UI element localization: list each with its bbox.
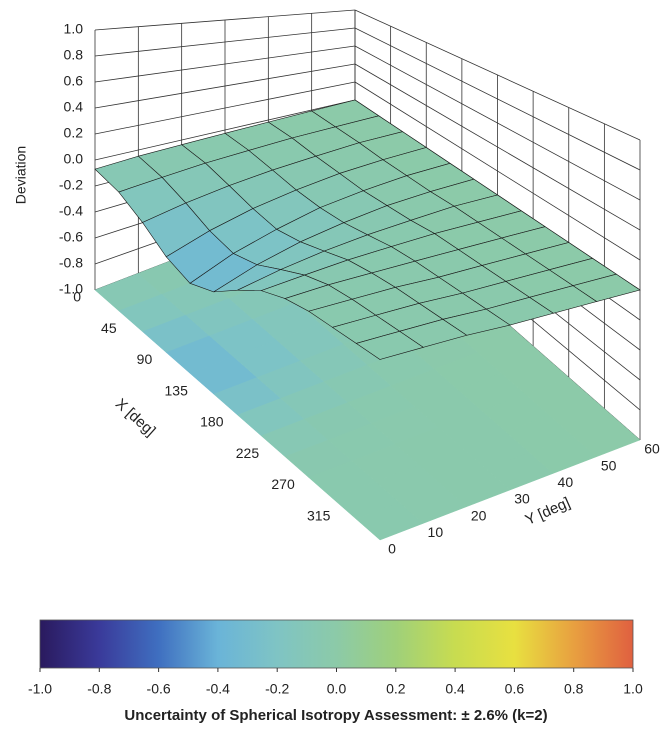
z-tick-label: 1.0 [64, 21, 84, 37]
z-tick-label: -0.2 [59, 177, 83, 193]
colorbar-tick-label: -0.2 [265, 681, 289, 697]
z-tick-label: 0.6 [64, 73, 84, 89]
x-tick-label: 270 [271, 476, 295, 492]
x-tick-label: 315 [307, 507, 331, 523]
colorbar-tick-label: 0.0 [327, 681, 347, 697]
z-tick-label: -0.6 [59, 229, 83, 245]
z-tick-label: 0.2 [64, 125, 84, 141]
colorbar-tick-label: -0.8 [87, 681, 111, 697]
x-tick-label: 180 [200, 414, 224, 430]
colorbar-tick-label: -1.0 [28, 681, 52, 697]
z-tick-label: -0.8 [59, 255, 83, 271]
colorbar [39, 619, 634, 669]
z-tick-label: 0.8 [64, 47, 84, 63]
y-tick-label: 0 [388, 541, 396, 557]
y-tick-label: 30 [514, 491, 530, 507]
z-tick-label: 0.0 [64, 151, 84, 167]
colorbar-tick-label: 0.4 [445, 681, 465, 697]
y-tick-label: 20 [471, 507, 487, 523]
colorbar-tick-label: 1.0 [623, 681, 643, 697]
surface-cell [355, 330, 425, 360]
y-axis-label: Y [deg] [523, 494, 573, 529]
y-tick-label: 50 [601, 457, 617, 473]
x-tick-label: 135 [165, 382, 189, 398]
colorbar-tick-label: 0.6 [505, 681, 525, 697]
x-axis-label: X [deg] [112, 395, 159, 439]
x-tick-label: 225 [236, 445, 260, 461]
colorbar-tick-label: 0.8 [564, 681, 584, 697]
x-tick-label: 0 [73, 289, 81, 305]
x-tick-label: 45 [101, 320, 117, 336]
x-tick-label: 90 [137, 351, 153, 367]
floor-cell [572, 418, 641, 457]
colorbar-tick-label: 0.2 [386, 681, 406, 697]
z-tick-label: 0.4 [64, 99, 84, 115]
z-tick-label: -1.0 [59, 281, 83, 297]
y-tick-label: 60 [644, 441, 660, 457]
colorbar-tick-label: -0.6 [147, 681, 171, 697]
y-tick-label: 10 [428, 524, 444, 540]
y-tick-label: 40 [558, 474, 574, 490]
colorbar-tick-label: -0.4 [206, 681, 230, 697]
z-tick-label: -0.4 [59, 203, 83, 219]
z-axis-label: Deviation [13, 146, 29, 204]
colorbar-label: Uncertainty of Spherical Isotropy Assess… [124, 707, 547, 724]
